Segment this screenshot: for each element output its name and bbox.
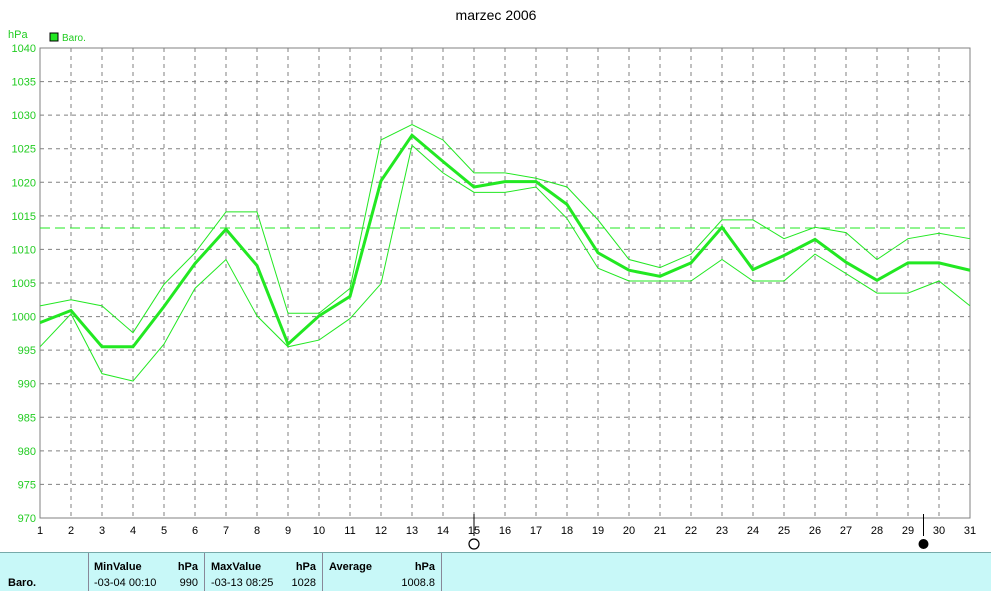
y-tick-label: 1005 [12,278,36,290]
x-tick-label: 9 [285,525,291,537]
y-tick-label: 1040 [12,43,36,55]
average-cell: Average hPa 1008.8 [323,553,442,591]
y-tick-label: 1035 [12,77,36,89]
full-moon-icon [468,538,480,550]
y-axis-unit: hPa [8,29,28,41]
y-tick-label: 990 [18,379,36,391]
x-tick-label: 4 [130,525,136,537]
max-value-header: MaxValue [211,561,262,573]
x-tick-label: 10 [313,525,325,537]
new-moon-icon [918,539,929,549]
x-tick-label: 2 [68,525,74,537]
max-value-unit: hPa [295,561,316,573]
y-axis-ticks: 970 975 980 985 990 995 1000 1005 1010 1015 1020 10… [12,43,36,525]
x-tick-label: 1 [37,525,43,537]
x-tick-label: 3 [99,525,105,537]
x-axis-ticks: 1 2 3 4 5 6 7 8 9 10 11 12 13 14 15 16 17 18 19 20 21 22 23 24 2… [37,525,976,537]
y-tick-label: 1025 [12,144,36,156]
x-tick-label: 30 [933,525,945,537]
min-value: 990 [179,577,198,589]
x-tick-label: 11 [344,525,355,537]
x-tick-label: 28 [871,525,883,537]
max-value: 1028 [291,577,316,589]
x-tick-label: 23 [716,525,728,537]
x-tick-label: 6 [192,525,198,537]
x-tick-label: 5 [161,525,167,537]
y-tick-label: 1000 [12,312,36,324]
x-tick-label: 8 [254,525,260,537]
y-tick-label: 975 [18,479,36,491]
stats-row-label-cell: Baro. [0,553,89,591]
x-tick-label: 7 [223,525,229,537]
x-tick-label: 20 [623,525,635,537]
max-value-time: -03-13 08:25 [211,577,274,589]
average-value: 1008.8 [401,577,435,589]
average-header: Average [329,561,373,573]
x-tick-label: 29 [902,525,914,537]
series-line-lower [39,144,971,382]
x-tick-label: 22 [685,525,697,537]
x-tick-label: 17 [530,525,542,537]
min-value-time: -03-04 00:10 [94,577,157,589]
y-tick-label: 1020 [12,177,36,189]
min-value-cell: MinValue hPa -03-04 00:10 990 [88,553,205,591]
y-tick-label: 1015 [12,211,36,223]
average-unit: hPa [414,561,435,573]
series-line-baro [39,133,971,349]
y-tick-label: 970 [18,513,36,525]
y-tick-label: 985 [18,412,36,424]
max-value-cell: MaxValue hPa -03-13 08:25 1028 [205,553,323,591]
moon-phase-markers [468,514,929,550]
y-tick-label: 995 [18,345,36,357]
x-tick-label: 26 [809,525,821,537]
x-tick-label: 19 [592,525,604,537]
chart-area: marzec 2006 hPa Baro. 970975980985990995… [8,7,976,550]
x-tick-label: 21 [654,525,666,537]
min-value-header: MinValue [94,561,142,573]
x-tick-label: 12 [375,525,387,537]
x-tick-label: 25 [778,525,790,537]
series-line-upper [39,123,971,334]
y-tick-label: 980 [18,446,36,458]
legend-swatch [49,32,59,42]
y-tick-label: 1030 [12,110,36,122]
chart-title: marzec 2006 [456,7,537,23]
x-tick-label: 13 [406,525,418,537]
x-tick-label: 31 [964,525,976,537]
x-tick-label: 24 [747,525,759,537]
x-tick-label: 27 [840,525,852,537]
min-value-unit: hPa [177,561,198,573]
x-tick-label: 18 [561,525,573,537]
series-lines [39,123,971,382]
stats-row-label: Baro. [8,577,37,589]
x-tick-label: 16 [499,525,511,537]
statistics-bar: Baro. MinValue hPa -03-04 00:10 990 MaxV… [0,552,991,591]
x-tick-label: 14 [437,525,449,537]
legend-label: Baro. [62,33,86,44]
y-tick-label: 1010 [12,244,36,256]
